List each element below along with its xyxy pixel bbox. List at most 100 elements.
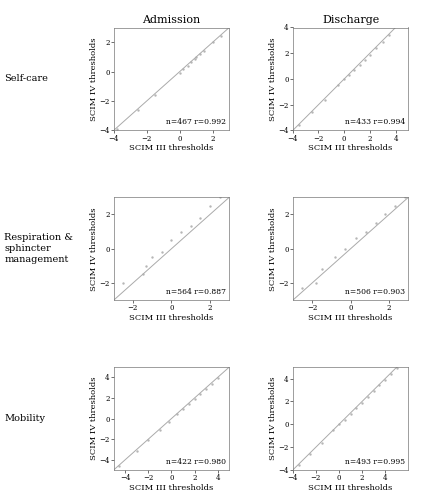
Point — [309, 108, 315, 116]
Y-axis label: SCIM IV thresholds: SCIM IV thresholds — [90, 207, 98, 290]
Point — [191, 395, 198, 403]
Point — [362, 228, 369, 235]
Point — [307, 450, 314, 458]
Point — [216, 194, 223, 202]
Y-axis label: SCIM IV thresholds: SCIM IV thresholds — [90, 37, 98, 120]
Point — [322, 96, 328, 104]
Point — [386, 31, 392, 39]
Point — [296, 122, 303, 130]
Point — [388, 370, 394, 378]
Point — [143, 262, 150, 270]
Point — [295, 462, 302, 469]
Point — [318, 438, 325, 446]
Point — [178, 228, 184, 235]
Point — [185, 400, 192, 408]
Point — [356, 61, 363, 69]
Text: Discharge: Discharge — [322, 15, 379, 25]
Point — [176, 69, 183, 77]
Point — [401, 194, 408, 202]
Text: n=493 r=0.995: n=493 r=0.995 — [345, 458, 405, 466]
Y-axis label: SCIM IV thresholds: SCIM IV thresholds — [269, 377, 277, 460]
Point — [133, 448, 140, 456]
Y-axis label: SCIM IV thresholds: SCIM IV thresholds — [269, 37, 277, 120]
Text: n=506 r=0.903: n=506 r=0.903 — [345, 288, 405, 296]
Point — [336, 420, 342, 428]
Point — [209, 38, 216, 46]
Point — [382, 210, 389, 218]
Point — [207, 202, 213, 210]
Point — [120, 279, 127, 287]
Point — [370, 387, 377, 395]
Point — [114, 125, 120, 133]
Point — [351, 66, 358, 74]
Point — [365, 393, 371, 401]
Point — [174, 410, 181, 418]
Point — [341, 416, 348, 424]
Text: n=564 r=0.887: n=564 r=0.887 — [166, 288, 226, 296]
Point — [373, 44, 380, 52]
Text: Admission: Admission — [142, 15, 200, 25]
Text: Mobility: Mobility — [4, 414, 45, 423]
Point — [193, 53, 200, 61]
Point — [180, 66, 187, 74]
Point — [188, 58, 195, 66]
Point — [191, 55, 198, 63]
Point — [372, 219, 379, 227]
Point — [341, 245, 348, 253]
Point — [135, 106, 142, 114]
Point — [359, 398, 365, 406]
Point — [187, 222, 194, 230]
Point — [299, 284, 306, 292]
Point — [392, 202, 398, 210]
Point — [214, 374, 221, 382]
X-axis label: SCIM III thresholds: SCIM III thresholds — [309, 314, 393, 322]
Point — [218, 32, 224, 40]
Point — [379, 38, 386, 46]
Point — [168, 236, 175, 244]
Point — [203, 384, 210, 392]
Point — [139, 270, 146, 278]
Point — [116, 462, 123, 470]
Point — [330, 426, 337, 434]
Point — [157, 426, 163, 434]
X-axis label: SCIM III thresholds: SCIM III thresholds — [309, 484, 393, 492]
Point — [394, 364, 400, 372]
Point — [201, 47, 208, 55]
Text: n=422 r=0.980: n=422 r=0.980 — [166, 458, 226, 466]
Point — [353, 404, 360, 412]
Y-axis label: SCIM IV thresholds: SCIM IV thresholds — [269, 207, 277, 290]
Point — [334, 82, 341, 90]
Point — [196, 50, 203, 58]
X-axis label: SCIM III thresholds: SCIM III thresholds — [309, 144, 393, 152]
Point — [180, 406, 187, 413]
X-axis label: SCIM III thresholds: SCIM III thresholds — [129, 314, 213, 322]
Point — [166, 418, 173, 426]
Text: Respiration &
sphincter
management: Respiration & sphincter management — [4, 233, 73, 264]
Text: n=467 r=0.992: n=467 r=0.992 — [166, 118, 226, 126]
Point — [341, 75, 347, 83]
Text: n=433 r=0.994: n=433 r=0.994 — [345, 118, 405, 126]
Point — [208, 380, 215, 388]
Point — [395, 22, 402, 30]
Point — [353, 234, 360, 242]
Point — [149, 254, 156, 262]
Text: Self-care: Self-care — [4, 74, 48, 84]
X-axis label: SCIM III thresholds: SCIM III thresholds — [129, 484, 213, 492]
Point — [312, 279, 319, 287]
Point — [376, 382, 383, 390]
Point — [382, 376, 389, 384]
Point — [332, 254, 338, 262]
Point — [184, 62, 191, 70]
Point — [197, 214, 204, 222]
Point — [347, 410, 354, 418]
Y-axis label: SCIM IV thresholds: SCIM IV thresholds — [90, 377, 98, 460]
Point — [346, 71, 353, 79]
Point — [152, 91, 158, 99]
Point — [145, 436, 152, 444]
Point — [361, 56, 368, 64]
Point — [366, 50, 373, 58]
X-axis label: SCIM III thresholds: SCIM III thresholds — [129, 144, 213, 152]
Point — [158, 248, 165, 256]
Point — [197, 390, 204, 398]
Point — [318, 266, 325, 274]
